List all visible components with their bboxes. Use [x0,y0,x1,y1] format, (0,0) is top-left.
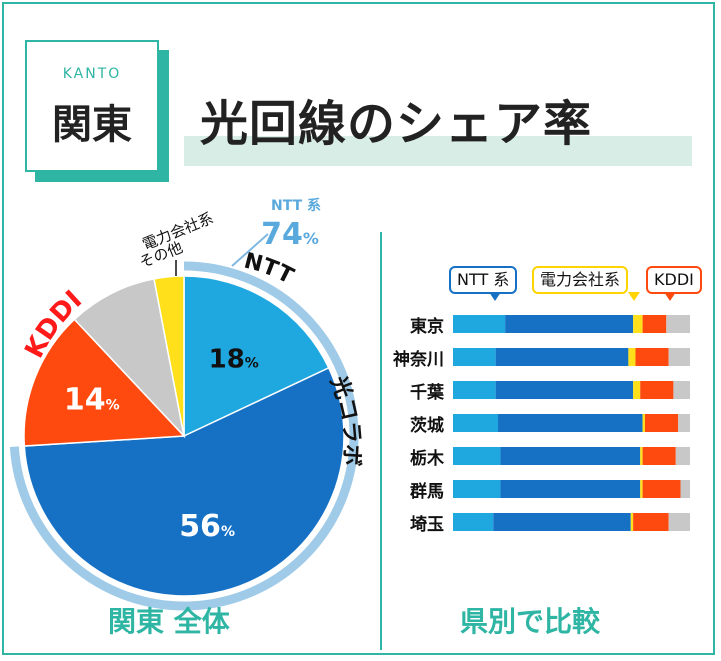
prefecture-label: 東京 [410,317,444,337]
ntt-total-ring [9,261,359,611]
prefecture-label: 群馬 [410,482,444,502]
bar-segment-KDDI [635,348,669,366]
bar-segment-光コラボ [495,348,629,366]
bar-segment-その他 [675,447,690,465]
badge-region-jp: 関東 [52,102,132,148]
bar-segment-電力会社系 [642,414,645,432]
legend-ntt: NTT 系 [449,266,518,294]
bar-segment-NTT [453,480,501,498]
bar-segment-電力会社系 [630,513,634,531]
bar-segment-その他 [668,513,690,531]
bar-segment-その他 [668,348,690,366]
legend-kddi-tail [664,292,676,301]
bar-segment-NTT [453,513,494,531]
prefecture-label: 千葉 [410,383,444,403]
bar-segment-NTT [453,381,496,399]
left-section-label: 関東 全体 [108,605,230,638]
pie-slice-その他 [73,277,186,439]
page-title: 光回線のシェア率 [200,96,593,152]
bar-segment-光コラボ [493,513,631,531]
bar-segment-電力会社系 [633,315,643,333]
bar-segment-光コラボ [498,414,643,432]
bar-segment-電力会社系 [633,381,641,399]
bar-segment-その他 [680,480,690,498]
bar-segment-電力会社系 [640,480,643,498]
bar-segment-KDDI [642,447,676,465]
card-frame [2,2,715,655]
region-badge: KANTO 関東 [25,40,159,172]
pie-slice-電力会社系 [153,275,185,437]
prefecture-label: 茨城 [410,416,444,436]
pie-label-光コラボ: 56% [179,509,235,544]
bar-segment-KDDI [640,381,674,399]
bar-segment-その他 [673,381,690,399]
bar-segment-電力会社系 [628,348,636,366]
ntt-total-label: NTT 系 [271,197,321,214]
bar-segment-光コラボ [500,480,641,498]
legend-power-tail [628,292,640,301]
bar-segment-電力会社系 [640,447,643,465]
bar-segment-NTT [453,315,506,333]
bar-segment-KDDI [642,480,681,498]
bar-segment-光コラボ [495,381,634,399]
bar-segment-NTT [453,414,499,432]
legend-power: 電力会社系 [532,266,629,294]
ntt-total-leader [231,233,269,267]
bar-segment-KDDI [642,315,667,333]
section-divider [380,232,382,650]
title-highlight [184,136,692,166]
ntt-total-value: 74% [261,217,319,252]
pie-slice-NTT [183,275,330,438]
bar-segment-NTT [453,447,501,465]
prefecture-label: 栃木 [410,449,444,469]
bar-segment-その他 [666,315,690,333]
bar-segment-KDDI [633,513,669,531]
pie-slice-光コラボ [23,366,345,597]
pie-label-NTT: 18% [209,345,259,375]
prefecture-label: 神奈川 [393,350,444,370]
bar-segment-KDDI [644,414,679,432]
right-section-label: 県別で比較 [460,605,601,638]
pie-label-KDDI: 14% [64,382,120,417]
legend-ntt-tail [489,292,501,301]
bar-segment-光コラボ [505,315,634,333]
bar-segment-光コラボ [500,447,641,465]
pie-slice-KDDI [23,318,186,447]
badge-region-en: KANTO [62,66,122,82]
prefecture-label: 埼玉 [410,515,444,535]
bar-segment-その他 [678,414,690,432]
bar-segment-NTT [453,348,496,366]
